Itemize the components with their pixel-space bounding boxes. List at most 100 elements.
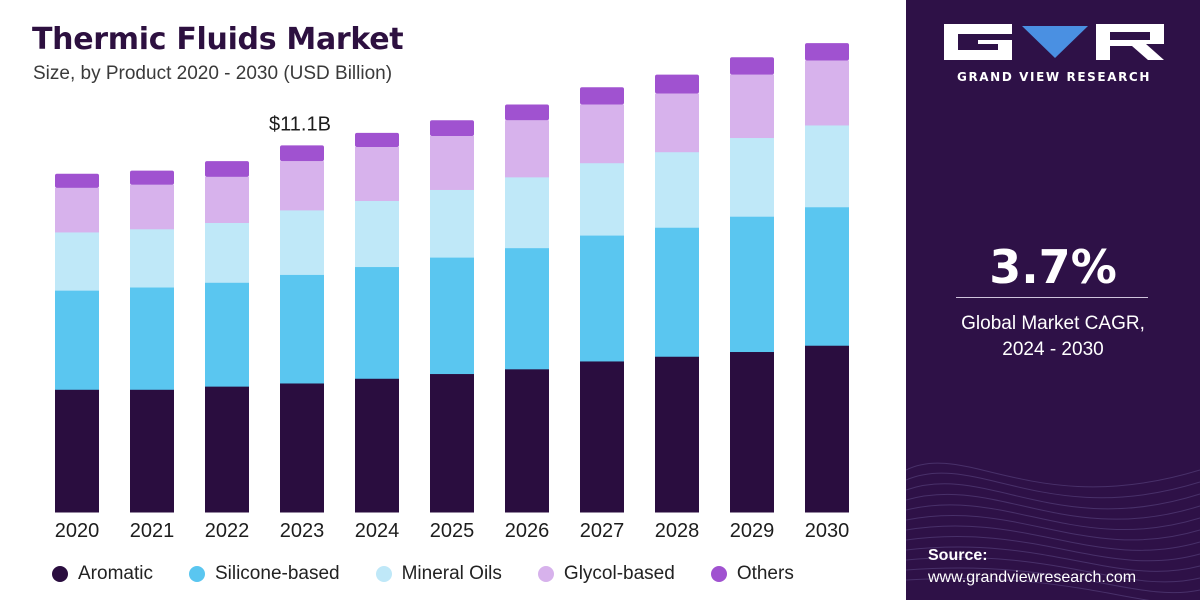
bar-segment-aromatic-2024 — [355, 378, 399, 513]
bar-segment-others-2029 — [730, 57, 774, 75]
bar-segment-silicone-based-2022 — [205, 282, 249, 387]
bar-segment-others-2024 — [355, 132, 399, 147]
bar-segment-silicone-based-2028 — [655, 227, 699, 357]
bar-segment-glycol-based-2029 — [730, 74, 774, 139]
data-label-2023: $11.1B — [269, 113, 331, 135]
bar-segment-silicone-based-2024 — [355, 266, 399, 379]
legend-label: Silicone-based — [214, 563, 340, 584]
bar-segment-mineral-oils-2025 — [430, 189, 474, 258]
bar-segment-mineral-oils-2022 — [205, 222, 249, 283]
bar-segment-glycol-based-2022 — [205, 176, 249, 224]
legend-swatch — [188, 566, 205, 582]
bar-segment-silicone-based-2029 — [730, 216, 774, 353]
bar-segment-mineral-oils-2028 — [655, 151, 699, 228]
bar-segment-others-2026 — [505, 104, 549, 121]
bar-segment-glycol-based-2026 — [505, 120, 549, 178]
brand-name: GRAND VIEW RESEARCH — [957, 70, 1151, 84]
legend-swatch — [537, 566, 554, 582]
legend-swatch — [710, 566, 727, 582]
chart-title: Thermic Fluids Market — [32, 22, 404, 57]
bar-segment-others-2028 — [655, 74, 699, 94]
bars-layer — [55, 43, 849, 513]
bar-segment-aromatic-2027 — [580, 360, 624, 513]
bar-segment-mineral-oils-2021 — [130, 228, 174, 288]
chart-legend: Aromatic Silicone-based Mineral Oils Gly… — [52, 563, 830, 585]
source-title: Source: — [928, 547, 988, 564]
bar-segment-others-2023 — [280, 145, 324, 162]
bar-segment-aromatic-2029 — [730, 351, 774, 513]
side-panel: GRAND VIEW RESEARCH 3.7% Global Market C… — [906, 0, 1200, 600]
x-tick-label-2026: 2026 — [505, 520, 550, 542]
bar-segment-glycol-based-2030 — [805, 60, 849, 126]
x-tick-label-2024: 2024 — [355, 520, 400, 542]
bar-segment-others-2021 — [130, 170, 174, 185]
bar-segment-aromatic-2028 — [655, 356, 699, 513]
source-url[interactable]: www.grandviewresearch.com — [928, 569, 1137, 586]
bar-segment-mineral-oils-2024 — [355, 200, 399, 268]
legend-item-aromatic: Aromatic — [52, 563, 153, 585]
x-tick-label-2023: 2023 — [280, 520, 325, 542]
bar-segment-others-2027 — [580, 87, 624, 105]
bar-segment-mineral-oils-2023 — [280, 209, 324, 275]
bar-segment-mineral-oils-2027 — [580, 162, 624, 236]
bar-segment-glycol-based-2025 — [430, 135, 474, 190]
bar-segment-silicone-based-2020 — [55, 290, 99, 390]
bar-segment-mineral-oils-2026 — [505, 176, 549, 249]
bar-segment-glycol-based-2024 — [355, 146, 399, 201]
bar-segment-aromatic-2021 — [130, 389, 174, 513]
bar-segment-others-2030 — [805, 43, 849, 61]
x-tick-label-2020: 2020 — [55, 520, 100, 542]
legend-swatch — [375, 566, 392, 582]
cagr-label-line2: 2024 - 2030 — [1002, 339, 1104, 360]
legend-label: Others — [736, 563, 794, 584]
bar-segment-silicone-based-2026 — [505, 247, 549, 370]
bar-segment-others-2025 — [430, 120, 474, 136]
legend-label: Aromatic — [78, 563, 153, 584]
bar-segment-silicone-based-2023 — [280, 274, 324, 384]
x-tick-label-2028: 2028 — [655, 520, 700, 542]
bar-segment-silicone-based-2021 — [130, 287, 174, 390]
bar-segment-silicone-based-2030 — [805, 206, 849, 346]
bar-segment-aromatic-2023 — [280, 382, 324, 513]
bar-segment-glycol-based-2021 — [130, 184, 174, 230]
bar-segment-silicone-based-2027 — [580, 235, 624, 362]
labels-layer: 2020 2021 2022 2023 2024 2025 2026 2027 2028 2029… — [55, 113, 850, 542]
bar-segment-others-2020 — [55, 173, 99, 188]
bar-segment-glycol-based-2027 — [580, 104, 624, 164]
legend-label: Glycol-based — [563, 563, 675, 584]
legend-item-mineral-oils: Mineral Oils — [375, 563, 502, 585]
legend-item-silicone-based: Silicone-based — [188, 563, 340, 585]
x-tick-label-2030: 2030 — [805, 520, 850, 542]
x-tick-label-2025: 2025 — [430, 520, 475, 542]
bar-segment-silicone-based-2025 — [430, 257, 474, 375]
bar-segment-aromatic-2025 — [430, 373, 474, 513]
legend-label: Mineral Oils — [401, 563, 502, 584]
stacked-bar-chart: 2020 2021 2022 2023 2024 2025 2026 2027 2028 2029… — [55, 43, 850, 542]
bar-segment-aromatic-2026 — [505, 368, 549, 513]
legend-item-others: Others — [710, 563, 794, 585]
x-tick-label-2022: 2022 — [205, 520, 250, 542]
x-tick-label-2021: 2021 — [130, 520, 175, 542]
legend-item-glycol-based: Glycol-based — [537, 563, 675, 585]
cagr-label: Global Market CAGR, 2024 - 2030 — [906, 311, 1200, 363]
bar-segment-glycol-based-2028 — [655, 93, 699, 153]
bar-segment-mineral-oils-2020 — [55, 231, 99, 291]
legend-swatch — [52, 566, 68, 582]
bar-segment-aromatic-2020 — [55, 389, 99, 513]
x-tick-label-2029: 2029 — [730, 520, 775, 542]
source: Source: www.grandviewresearch.com — [928, 545, 1136, 589]
bar-segment-mineral-oils-2029 — [730, 137, 774, 217]
wave-pattern-background — [906, 462, 1200, 600]
bar-segment-mineral-oils-2030 — [805, 124, 849, 208]
cagr-divider — [956, 297, 1148, 298]
x-tick-label-2027: 2027 — [580, 520, 625, 542]
gvr-logo-icon — [944, 24, 1164, 60]
bar-segment-glycol-based-2023 — [280, 161, 324, 211]
cagr-value: 3.7% — [989, 240, 1117, 294]
cagr-label-line1: Global Market CAGR, — [961, 313, 1145, 334]
bar-segment-aromatic-2022 — [205, 386, 249, 513]
bar-segment-aromatic-2030 — [805, 345, 849, 513]
bar-segment-others-2022 — [205, 161, 249, 177]
bar-segment-glycol-based-2020 — [55, 187, 99, 233]
chart-subtitle: Size, by Product 2020 - 2030 (USD Billio… — [33, 63, 393, 84]
